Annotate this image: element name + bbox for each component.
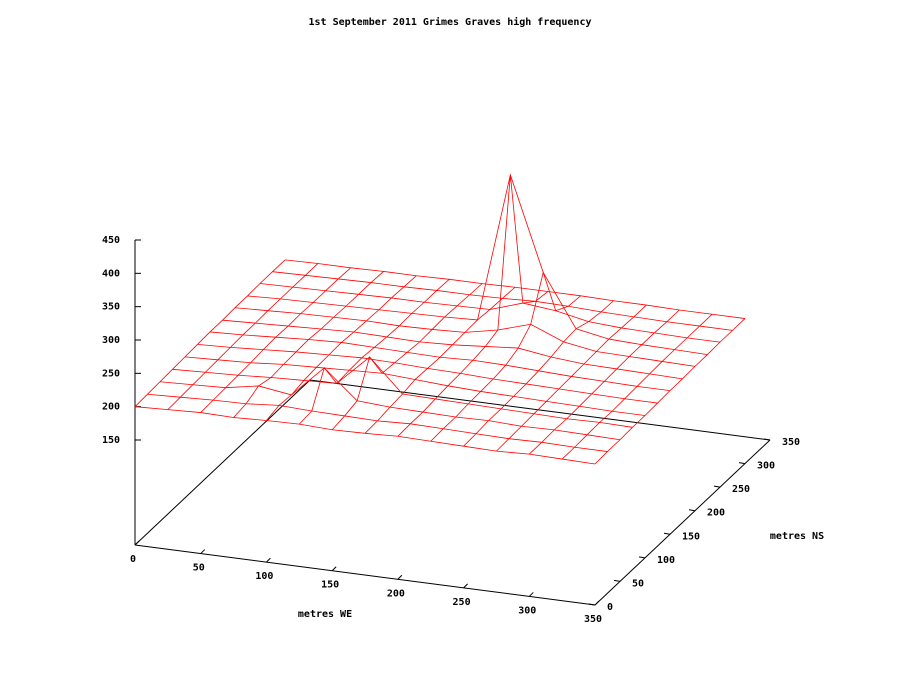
x-tick-label: 200 [387,588,405,599]
mesh-column [529,309,680,455]
mesh-row [259,283,721,343]
x-tick-label: 300 [518,605,536,616]
mesh-row [209,331,671,392]
y-tick-label: 250 [732,484,750,495]
z-tick-label: 350 [102,302,120,313]
base-edge [309,379,771,441]
y-tick [613,579,621,582]
mesh-row [222,319,683,380]
x-tick-label: 50 [193,563,205,574]
z-tick-label: 300 [102,335,120,346]
mesh-column [331,283,483,430]
mesh-row [159,367,621,441]
x-tick [594,600,600,606]
mesh-row [147,393,608,452]
base-edge [134,544,596,606]
mesh-column [200,267,351,413]
mesh-column [134,259,286,407]
mesh-column [561,313,713,460]
x-tick [397,574,403,580]
x-tick [331,566,337,572]
y-tick-label: 350 [782,437,800,448]
mesh-column [364,286,516,434]
base-edge [594,439,771,606]
y-tick-label: 300 [757,461,775,472]
x-tick [528,592,534,597]
z-tick-label: 250 [102,368,120,379]
mesh-row [134,406,596,465]
mesh-row [284,259,746,319]
y-tick [638,556,646,559]
mesh-column [430,271,581,442]
x-tick-label: 100 [255,571,273,582]
z-tick-label: 400 [102,268,120,279]
mesh-row [272,271,733,331]
x-tick [134,540,140,546]
y-tick-label: 150 [682,531,700,542]
mesh-row [234,307,696,367]
x-tick [200,549,206,554]
y-tick-label: 0 [607,602,613,613]
x-axis-label: metres WE [298,609,352,620]
mesh-column [266,275,417,421]
mesh-column [167,263,319,410]
y-tick [663,532,671,535]
y-tick [713,485,721,488]
mesh-column [463,300,614,447]
z-tick-label: 200 [102,402,120,413]
x-tick-label: 150 [321,580,339,591]
x-tick-label: 0 [130,554,136,565]
y-axis-label: metres NS [770,531,824,542]
mesh-column [397,174,549,437]
mesh-column [496,304,647,452]
mesh-column [233,271,384,418]
mesh-column [594,318,746,465]
y-tick-label: 100 [657,555,675,566]
chart-title: 1st September 2011 Grimes Graves high fr… [309,16,592,28]
base-edge [134,379,311,546]
y-tick [588,603,596,606]
x-tick [463,583,468,589]
y-tick [738,462,746,465]
y-tick [688,509,696,512]
y-tick-label: 200 [707,508,725,519]
x-tick [266,557,271,563]
z-tick-label: 450 [102,235,120,246]
z-tick-label: 150 [102,435,120,446]
x-tick-label: 350 [584,614,602,625]
y-tick [763,438,771,441]
mesh-row [197,344,658,404]
x-tick-label: 250 [453,597,471,608]
y-tick-label: 50 [632,578,644,589]
mesh-column [298,279,450,425]
